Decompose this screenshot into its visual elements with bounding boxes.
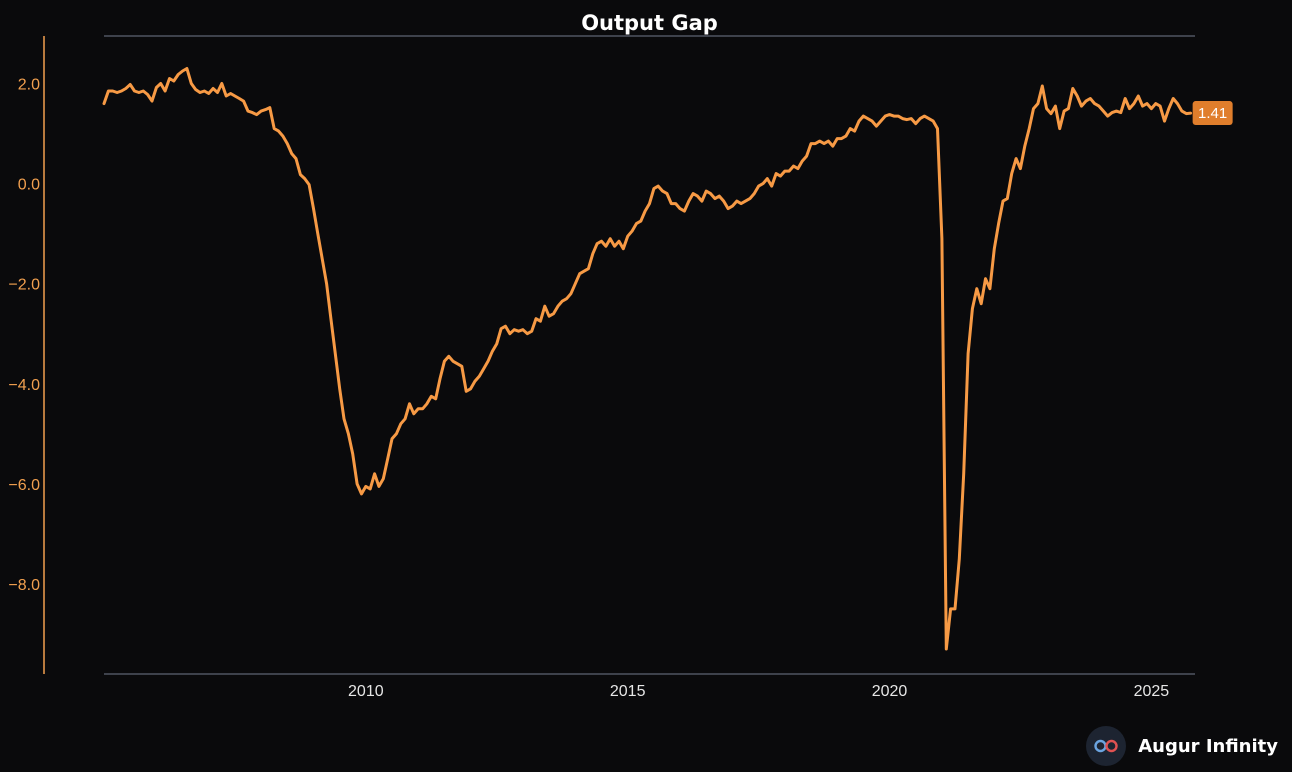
last-value-label-background [1192, 101, 1233, 126]
x-tick-label: 2015 [610, 683, 646, 700]
y-tick-label: 2.0 [18, 77, 40, 94]
x-tick-label: 2010 [348, 683, 384, 700]
last-value-label-text: 1.41 [1198, 105, 1227, 122]
x-tick-labels: 2010 2015 2020 2025 [348, 683, 1169, 700]
brand-name: Augur Infinity [1138, 735, 1278, 757]
y-tick-label: −6.0 [8, 477, 40, 494]
series-line-output-gap [102, 67, 1193, 651]
chart-title: Output Gap [581, 11, 718, 35]
x-tick-label: 2025 [1134, 683, 1170, 700]
y-tick-label: −4.0 [8, 377, 40, 394]
infinity-logo-icon [1086, 726, 1127, 766]
y-tick-label: −8.0 [8, 577, 40, 594]
y-tick-label: −2.0 [8, 277, 40, 294]
brand-watermark: Augur Infinity [1086, 726, 1278, 766]
y-tick-labels: 2.0 0.0 −2.0 −4.0 −6.0 −8.0 [8, 77, 40, 594]
y-tick-label: 0.0 [18, 177, 40, 194]
last-value-label: 1.41 [1192, 101, 1233, 126]
x-tick-label: 2020 [872, 683, 908, 700]
